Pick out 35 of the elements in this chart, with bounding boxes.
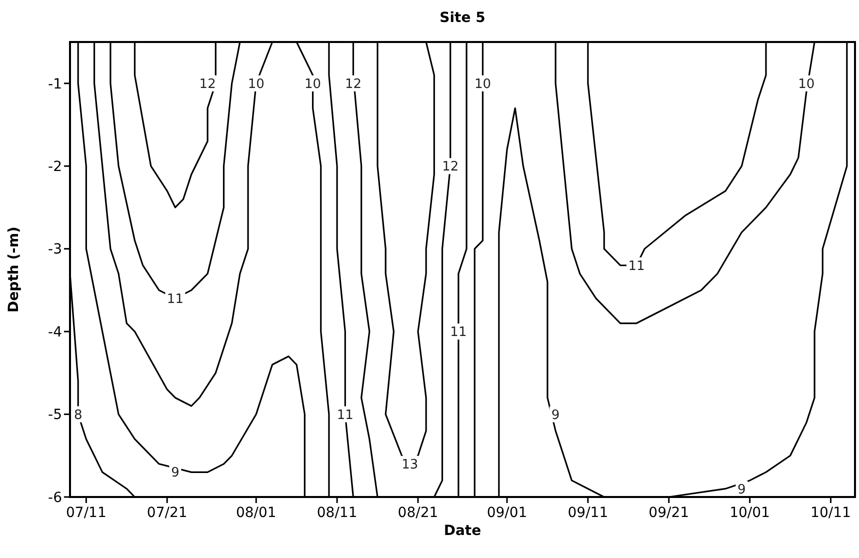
x-tick-label: 10/11 xyxy=(810,505,851,521)
annotation: 10 xyxy=(798,76,815,92)
y-tick-label: -3 xyxy=(48,242,62,258)
annotation: 11 xyxy=(450,325,467,340)
x-tick-label: 09/01 xyxy=(486,505,528,521)
y-axis-title: Depth (-m) xyxy=(6,226,22,312)
x-tick-label: 08/01 xyxy=(236,505,276,521)
y-tick-label: -2 xyxy=(48,158,62,175)
annotation: 10 xyxy=(304,76,322,92)
x-tick-label: 07/11 xyxy=(66,505,106,521)
annotation: 11 xyxy=(628,258,645,274)
annotation: 10 xyxy=(248,76,264,92)
annotation: 10 xyxy=(474,76,492,92)
y-tick-label: -1 xyxy=(48,76,62,92)
annotation: 13 xyxy=(402,457,418,472)
annotation: 11 xyxy=(166,292,184,308)
x-tick-label: 09/11 xyxy=(568,505,608,521)
annotation: 12 xyxy=(199,76,216,92)
annotation: 12 xyxy=(344,76,362,92)
annotation: 9 xyxy=(738,482,746,498)
y-tick-label: -6 xyxy=(48,490,62,506)
x-tick-label: 08/11 xyxy=(316,505,358,521)
annotation: 11 xyxy=(336,408,354,423)
chart-title: Site 5 xyxy=(440,10,486,26)
annotation: 8 xyxy=(74,408,82,423)
y-tick-label: -5 xyxy=(48,407,62,424)
x-tick-label: 08/21 xyxy=(398,505,438,521)
x-tick-label: 09/21 xyxy=(648,505,690,521)
annotation: 9 xyxy=(171,466,180,481)
y-tick-label: -4 xyxy=(48,324,62,340)
annotation: 12 xyxy=(442,160,459,175)
annotation: 9 xyxy=(551,408,560,423)
x-tick-label: 10/01 xyxy=(730,505,770,521)
x-tick-label: 07/21 xyxy=(146,505,188,521)
x-axis-title: Date xyxy=(444,523,482,539)
